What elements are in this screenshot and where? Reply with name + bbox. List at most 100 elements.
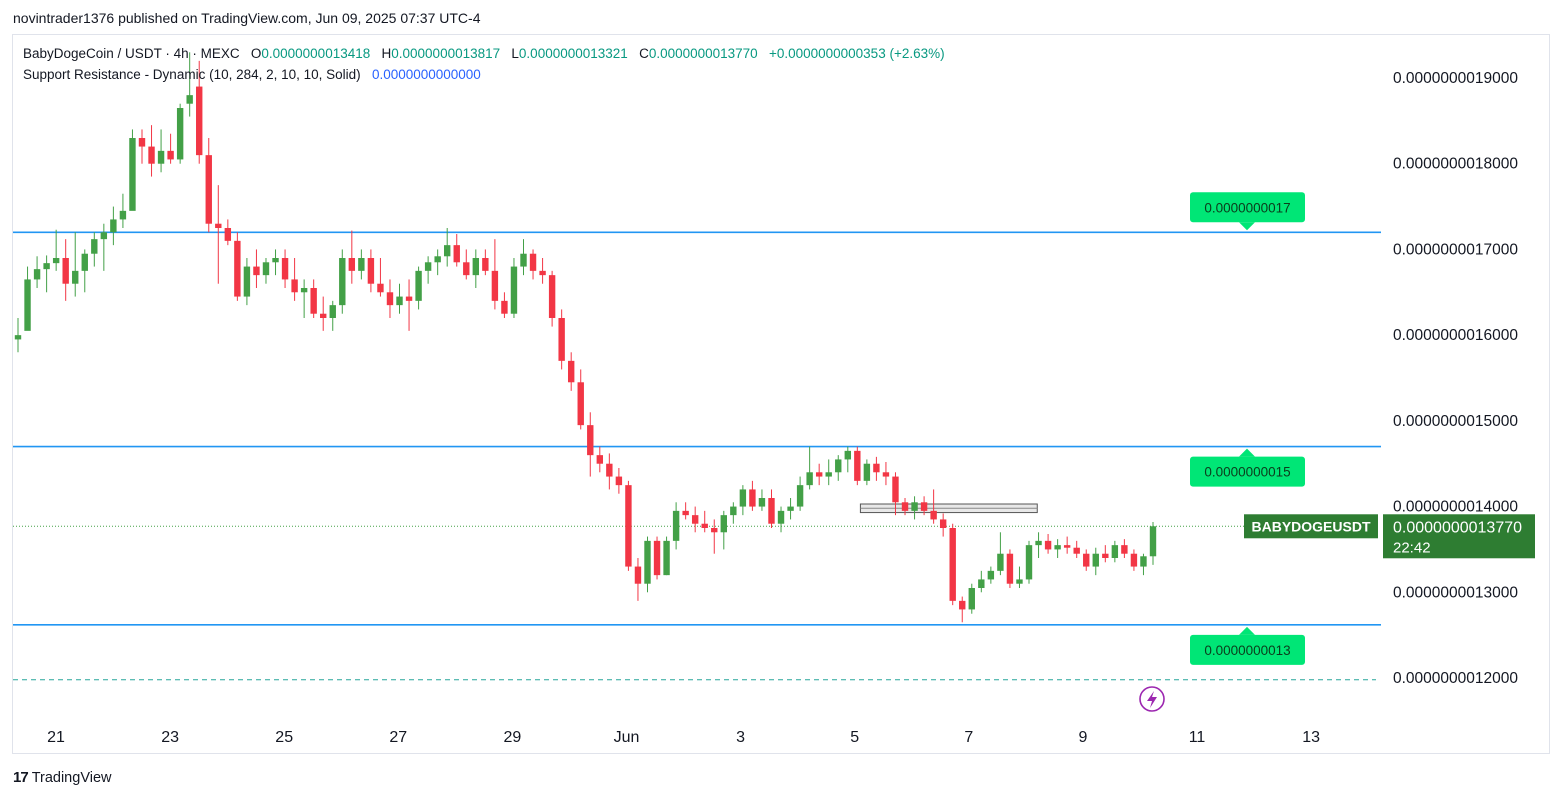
- candle-body: [510, 266, 518, 314]
- candle-body: [348, 258, 356, 271]
- candle-body: [1025, 545, 1033, 580]
- candle-body: [806, 472, 813, 486]
- symbol-label[interactable]: BabyDogeCoin / USDT · 4h · MEXC: [23, 46, 240, 61]
- candle-body: [129, 138, 136, 211]
- candle-body: [72, 270, 79, 284]
- chart-frame[interactable]: [12, 34, 1550, 754]
- candle-body: [825, 472, 832, 477]
- candle-body: [167, 150, 174, 160]
- candle-body: [186, 95, 193, 104]
- countdown-timer: 22:42: [1393, 539, 1431, 556]
- candle-body: [463, 262, 470, 276]
- candle-body: [892, 476, 899, 503]
- level-label-box: [1190, 634, 1305, 665]
- candle-body: [978, 579, 985, 588]
- candle-body: [1149, 526, 1157, 557]
- y-tick-label: 0.0000000016000: [1393, 327, 1518, 344]
- candle-body: [567, 360, 575, 383]
- candle-body: [196, 86, 203, 156]
- candle-body: [386, 292, 394, 306]
- candle-body: [110, 219, 117, 233]
- candle-body: [548, 275, 556, 318]
- candle-body: [300, 288, 308, 293]
- symbol-tag: BABYDOGEUSDT: [1251, 518, 1370, 534]
- candle-body: [1063, 545, 1071, 548]
- candle-body: [119, 210, 127, 220]
- y-tick-label: 0.0000000015000: [1393, 413, 1518, 430]
- candle-body: [157, 150, 165, 164]
- candle-body: [148, 146, 155, 164]
- close-value: 0.0000000013770: [648, 46, 758, 61]
- candle-body: [587, 425, 594, 456]
- candle-body: [539, 270, 546, 276]
- candle-body: [33, 269, 41, 280]
- tradingview-logo-icon: 17: [13, 769, 29, 786]
- candle-body: [367, 258, 375, 284]
- candle-body: [1035, 540, 1042, 546]
- candle-body: [243, 266, 251, 297]
- open-value: 0.0000000013418: [261, 46, 371, 61]
- candle-body: [310, 288, 317, 314]
- candle-body: [596, 455, 604, 464]
- candle-body: [606, 463, 613, 477]
- candle-body: [529, 253, 537, 271]
- y-tick-label: 0.0000000018000: [1393, 156, 1518, 173]
- candle-body: [52, 258, 60, 264]
- symbol-tag-box: [1244, 514, 1378, 539]
- candle-body: [377, 283, 384, 293]
- candle-body: [358, 258, 365, 271]
- level-pointer-icon: [1239, 222, 1255, 231]
- candle-body: [863, 463, 871, 481]
- candle-body: [24, 279, 31, 331]
- tradingview-logo[interactable]: 17 TradingView: [13, 769, 111, 786]
- candle-body: [1102, 553, 1109, 558]
- candle-body: [749, 489, 756, 507]
- candle-body: [1083, 553, 1090, 567]
- price-tag: 0.0000000013770: [1393, 519, 1522, 536]
- tradingview-brand: TradingView: [31, 769, 112, 786]
- indicator-legend: Support Resistance - Dynamic (10, 284, 2…: [23, 67, 481, 82]
- indicator-value: 0.0000000000000: [371, 67, 481, 82]
- candle-body: [758, 498, 766, 507]
- candle-body: [253, 266, 260, 276]
- candle-body: [653, 540, 661, 576]
- y-tick-label: 0.0000000019000: [1393, 70, 1518, 87]
- candle-body: [739, 489, 747, 507]
- candle-body: [768, 498, 775, 524]
- x-tick-label: 5: [850, 729, 859, 746]
- candle-body: [730, 506, 737, 516]
- open-label: O: [250, 46, 262, 61]
- candle-body: [262, 262, 270, 276]
- level-label-box: [1190, 192, 1305, 223]
- candle-body: [396, 296, 403, 306]
- level-label-box: [1190, 456, 1305, 487]
- candle-body: [472, 258, 480, 276]
- candle-body: [949, 528, 956, 601]
- x-tick-label: 25: [275, 729, 293, 746]
- candle-body: [625, 485, 632, 567]
- change-value: +0.0000000000353 (+2.63%): [768, 46, 945, 61]
- x-tick-label: 23: [161, 729, 179, 746]
- candle-body: [491, 270, 499, 301]
- candle-body: [205, 155, 212, 224]
- indicator-label[interactable]: Support Resistance - Dynamic (10, 284, 2…: [23, 67, 361, 82]
- candle-body: [1016, 579, 1023, 584]
- candle-body: [777, 510, 785, 524]
- y-tick-label: 0.0000000017000: [1393, 241, 1518, 258]
- candle-body: [901, 502, 909, 511]
- candle-body: [281, 258, 289, 280]
- candle-body: [959, 600, 966, 610]
- candle-body: [91, 239, 98, 254]
- candle-body: [444, 245, 451, 257]
- close-label: C: [639, 46, 649, 61]
- price-tag-box: [1383, 514, 1535, 559]
- candle-body: [644, 540, 651, 584]
- candle-body: [787, 506, 794, 511]
- candle-body: [615, 476, 623, 486]
- candle-body: [920, 502, 928, 511]
- y-tick-label: 0.0000000012000: [1393, 670, 1518, 687]
- candle-body: [930, 510, 937, 520]
- x-tick-label: 29: [504, 729, 522, 746]
- candle-body: [1092, 553, 1099, 567]
